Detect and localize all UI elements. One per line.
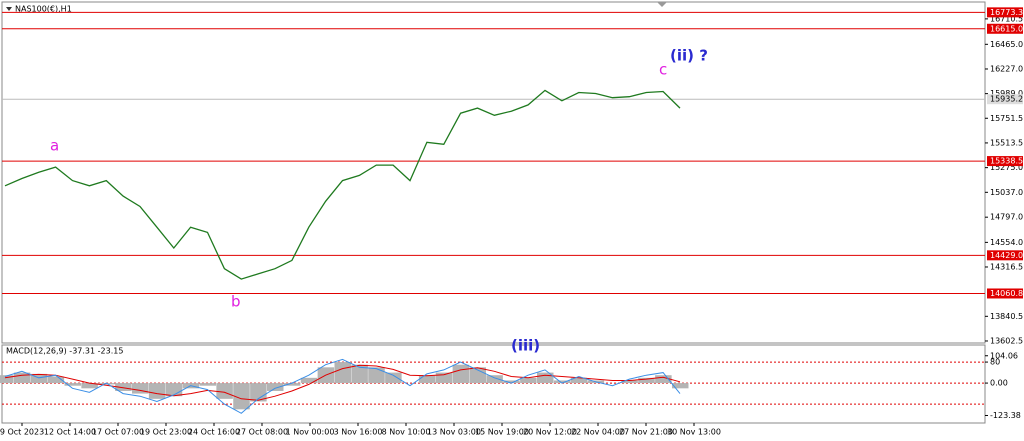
macd-frame xyxy=(1,344,986,424)
x-tick-label: 27 Nov 21:00 xyxy=(619,428,673,437)
x-tick-label: 17 Oct 07:00 xyxy=(92,428,144,437)
x-tick-label: 3 Nov 16:00 xyxy=(334,428,383,437)
price-line xyxy=(4,89,681,280)
macd-bar xyxy=(469,367,486,384)
macd-bar xyxy=(216,383,233,399)
level-label: 14429.0 xyxy=(990,251,1023,260)
level-box xyxy=(987,288,1023,299)
macd-bar xyxy=(537,372,554,384)
macd-line xyxy=(4,358,681,414)
x-tick-label: 24 Oct 16:00 xyxy=(188,428,240,437)
macd-bar xyxy=(452,364,470,384)
wave-label: b xyxy=(231,293,241,311)
macd-line xyxy=(4,364,681,401)
wave-label: (ii) ? xyxy=(670,47,708,65)
y-tick-label: 104.06 xyxy=(990,351,1018,360)
y-tick-label: 16465.0 xyxy=(990,40,1023,49)
macd-bar xyxy=(435,372,453,384)
y-tick-label: 14316.5 xyxy=(990,262,1023,271)
macd-title: MACD(12,26,9) -37.31 -23.15 xyxy=(6,347,123,356)
y-tick-label: 16227.0 xyxy=(990,64,1023,73)
macd-bar xyxy=(672,383,689,389)
y-tick-label: 14797.0 xyxy=(990,213,1023,222)
macd-bar xyxy=(638,377,655,384)
wave-label: (iii) xyxy=(511,337,540,355)
main-frame xyxy=(1,1,986,344)
macd-bar xyxy=(621,380,638,384)
macd-bar xyxy=(334,362,351,384)
level-box xyxy=(987,156,1023,167)
macd-bar xyxy=(199,383,216,386)
macd-bar xyxy=(655,375,672,384)
y-tick-label: 15037.0 xyxy=(990,188,1023,197)
y-tick-label: 15989.0 xyxy=(990,89,1023,98)
macd-bar xyxy=(47,376,65,384)
macd-bar xyxy=(503,380,520,384)
wave-label: c xyxy=(659,61,667,79)
level-box xyxy=(987,7,1023,18)
x-tick-label: 1 Nov 00:00 xyxy=(286,428,335,437)
x-tick-label: 12 Oct 14:00 xyxy=(44,428,96,437)
macd-bar xyxy=(300,377,318,384)
macd-bar xyxy=(233,383,250,410)
x-tick-label: 15 Nov 19:00 xyxy=(475,428,529,437)
macd-bar xyxy=(520,377,537,384)
x-tick-label: 19 Oct 23:00 xyxy=(140,428,192,437)
macd-bar xyxy=(132,383,149,394)
chart-title: NAS100(€),H1 xyxy=(15,5,72,14)
macd-bar xyxy=(385,372,402,384)
macd-bar xyxy=(570,377,588,384)
x-tick-label: 30 Nov 13:00 xyxy=(667,428,721,437)
level-label: 15338.5 xyxy=(990,157,1023,166)
y-tick-label: 13602.5 xyxy=(990,336,1023,345)
macd-bar xyxy=(81,383,98,389)
macd-bar xyxy=(115,383,132,391)
y-tick-label: 0.00 xyxy=(990,379,1008,388)
macd-bar xyxy=(148,383,166,399)
y-tick-label: 15513.5 xyxy=(990,138,1023,147)
wave-label: a xyxy=(50,137,59,155)
current-price-box xyxy=(987,94,1023,105)
level-label: 16615.0 xyxy=(990,24,1023,33)
macd-bar xyxy=(283,383,301,386)
macd-bar xyxy=(486,375,503,384)
y-tick-label: 16710.5 xyxy=(990,14,1023,23)
macd-bar xyxy=(418,375,436,384)
y-tick-label: -123.38 xyxy=(990,411,1021,420)
macd-bar xyxy=(30,373,48,384)
level-label: 16773.3 xyxy=(990,8,1023,17)
y-tick-label: 14554.0 xyxy=(990,238,1023,247)
macd-bar xyxy=(250,383,267,402)
x-tick-label: 22 Nov 04:00 xyxy=(571,428,625,437)
macd-bar xyxy=(368,367,385,384)
y-tick-label: 15275.0 xyxy=(990,163,1023,172)
macd-bar xyxy=(351,364,368,384)
macd-bar xyxy=(0,375,14,384)
current-price-label: 15935.2 xyxy=(990,95,1023,104)
x-tick-label: 9 Oct 2023 xyxy=(0,428,44,437)
x-tick-label: 27 Oct 08:00 xyxy=(236,428,288,437)
y-tick-label: 13840.5 xyxy=(990,312,1023,321)
x-tick-label: 20 Nov 12:00 xyxy=(523,428,577,437)
macd-bar xyxy=(553,380,571,384)
y-tick-label: 15751.5 xyxy=(990,114,1023,123)
level-box xyxy=(987,250,1023,261)
x-tick-label: 13 Nov 03:00 xyxy=(427,428,481,437)
scroll-marker xyxy=(657,2,667,7)
level-label: 14060.8 xyxy=(990,289,1023,298)
level-box xyxy=(987,23,1023,34)
menu-arrow[interactable] xyxy=(6,7,12,11)
macd-bar xyxy=(64,383,81,386)
x-tick-label: 8 Nov 10:00 xyxy=(382,428,431,437)
macd-bar xyxy=(267,383,284,391)
macd-bar xyxy=(13,372,31,384)
y-tick-label: 80 xyxy=(990,358,1000,367)
